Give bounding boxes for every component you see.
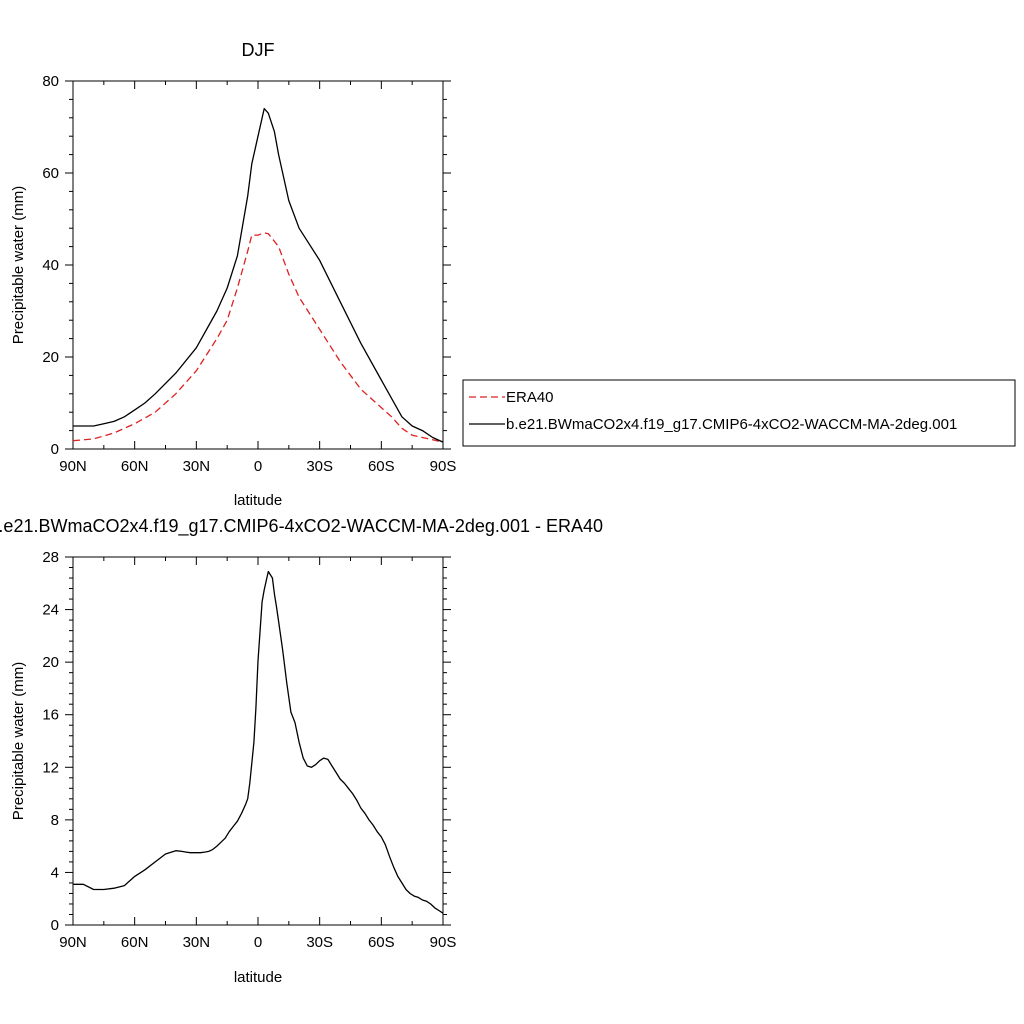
y-tick-label: 20: [42, 349, 59, 366]
y-tick-label: 4: [51, 864, 59, 881]
x-axis-label: latitude: [234, 492, 282, 509]
y-tick-label: 80: [42, 73, 59, 90]
series-line-b-e21-bwmaco2x4-f19-g17-cmip6-: [73, 107, 444, 443]
y-tick-label: 40: [42, 257, 59, 274]
series-line-era40: [72, 232, 444, 443]
y-tick-label: 28: [42, 549, 59, 566]
series-line-difference: [73, 570, 444, 914]
y-tick-label: 0: [51, 917, 59, 934]
y-tick-label: 0: [51, 441, 59, 458]
chart-title: b.e21.BWmaCO2x4.f19_g17.CMIP6-4xCO2-WACC…: [0, 516, 603, 537]
x-tick-label: 90S: [430, 934, 457, 951]
y-tick-label: 60: [42, 165, 59, 182]
x-tick-label: 60N: [121, 458, 149, 475]
legend-label: ERA40: [506, 389, 554, 406]
x-tick-label: 0: [254, 458, 262, 475]
x-tick-label: 90N: [59, 934, 87, 951]
y-axis-label: Precipitable water (mm): [10, 186, 27, 344]
y-tick-label: 16: [42, 707, 59, 724]
x-tick-label: 90S: [430, 458, 457, 475]
x-tick-label: 30S: [306, 458, 333, 475]
y-axis-label: Precipitable water (mm): [10, 662, 27, 820]
chart-2: b.e21.BWmaCO2x4.f19_g17.CMIP6-4xCO2-WACC…: [0, 516, 603, 986]
x-tick-label: 90N: [59, 458, 87, 475]
x-axis-label: latitude: [234, 969, 282, 986]
chart-1: DJF 90N 60N 30N 0 30S 60S 90S 0 20 40 60 80 latitude P…: [10, 40, 1016, 509]
legend-box: [462, 379, 1016, 447]
x-tick-label: 0: [254, 934, 262, 951]
plot-frame: [72, 556, 444, 926]
chart-title: DJF: [242, 40, 275, 60]
x-tick-label: 60N: [121, 934, 149, 951]
y-tick-label: 12: [42, 759, 59, 776]
legend-label: b.e21.BWmaCO2x4.f19_g17.CMIP6-4xCO2-WACC…: [506, 416, 957, 433]
y-tick-label: 24: [42, 602, 59, 619]
y-tick-label: 20: [42, 654, 59, 671]
x-tick-label: 60S: [368, 934, 395, 951]
x-tick-label: 30N: [183, 934, 211, 951]
x-tick-label: 30N: [183, 458, 211, 475]
x-tick-label: 60S: [368, 458, 395, 475]
y-tick-label: 8: [51, 812, 59, 829]
x-tick-label: 30S: [306, 934, 333, 951]
